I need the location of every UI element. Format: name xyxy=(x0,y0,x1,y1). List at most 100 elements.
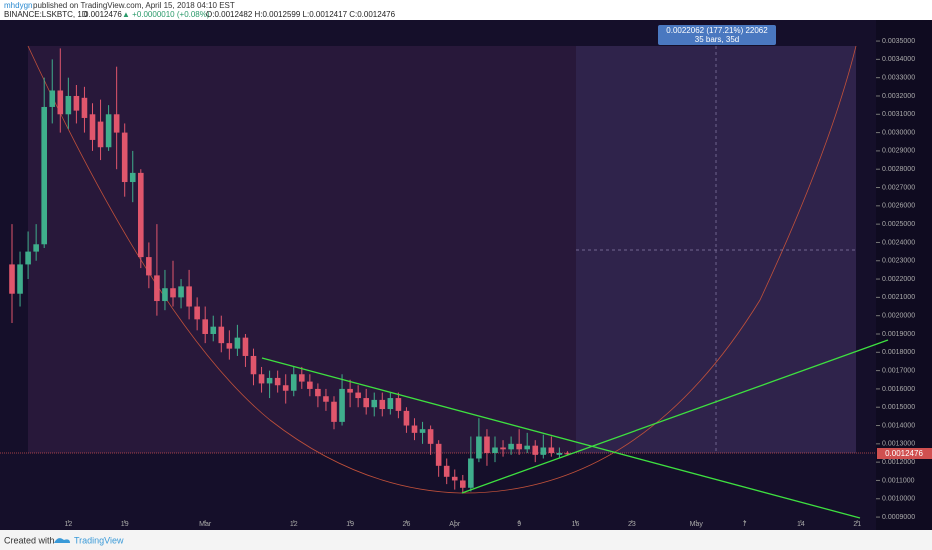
candle-body xyxy=(162,288,168,302)
y-tick-label: 0.0031000 xyxy=(882,111,915,118)
y-tick-label: 0.0027000 xyxy=(882,184,915,191)
candle-body xyxy=(113,114,120,133)
price-axis-background xyxy=(876,20,932,530)
candle-body xyxy=(17,264,23,294)
x-tick-label: 7 xyxy=(743,521,747,528)
y-tick-label: 0.0010000 xyxy=(882,496,915,503)
y-tick-label: 0.0009000 xyxy=(882,514,915,521)
candle-body xyxy=(73,95,80,111)
y-tick-label: 0.0033000 xyxy=(882,75,915,82)
y-tick-label: 0.0018000 xyxy=(882,349,915,356)
candle-body xyxy=(25,251,31,265)
candle-body xyxy=(419,429,426,433)
candle-body xyxy=(178,286,184,298)
y-tick-label: 0.0011000 xyxy=(882,477,915,484)
candle-body xyxy=(355,392,361,399)
y-tick-label: 0.0012000 xyxy=(882,459,915,466)
x-tick-label: May xyxy=(690,521,704,528)
candle-body xyxy=(564,453,571,455)
candle-body xyxy=(508,443,514,450)
tv-logo xyxy=(54,538,70,543)
candle-body xyxy=(41,106,47,245)
candle-body xyxy=(186,286,192,307)
author: mhdygn xyxy=(4,1,32,10)
y-tick-label: 0.0021000 xyxy=(882,294,915,301)
y-tick-label: 0.0013000 xyxy=(882,441,915,448)
x-tick-label: 19 xyxy=(121,521,129,528)
curve-left xyxy=(27,45,461,494)
y-tick-label: 0.0023000 xyxy=(882,258,915,265)
trendline-down xyxy=(261,357,861,519)
last-price: 0.0012476 xyxy=(84,10,122,19)
x-tick-label: 12 xyxy=(64,521,72,528)
measure-box xyxy=(658,25,776,45)
x-tick-label: 26 xyxy=(403,521,411,528)
candle-body xyxy=(307,381,313,389)
candle-body xyxy=(210,326,217,334)
y-tick-label: 0.0030000 xyxy=(882,129,915,136)
y-tick-label: 0.0017000 xyxy=(882,367,915,374)
candle-body xyxy=(57,90,64,115)
candle-body xyxy=(274,377,281,386)
candle-body xyxy=(451,476,458,481)
candle-body xyxy=(323,396,329,402)
candle-body xyxy=(81,97,88,118)
y-tick-label: 0.0024000 xyxy=(882,239,915,246)
candle-body xyxy=(492,447,498,453)
x-tick-label: Mar xyxy=(199,521,212,528)
candle-body xyxy=(49,90,56,107)
y-tick-label: 0.0019000 xyxy=(882,331,915,338)
y-tick-label: 0.0022000 xyxy=(882,276,915,283)
x-tick-label: 19 xyxy=(346,521,354,528)
x-tick-label: 23 xyxy=(628,521,636,528)
x-tick-label: Apr xyxy=(449,521,461,528)
y-tick-label: 0.0014000 xyxy=(882,422,915,429)
measure-line2: 35 bars, 35d xyxy=(695,35,739,44)
candle-body xyxy=(363,398,369,408)
y-tick-label: 0.0026000 xyxy=(882,203,915,210)
candle-body xyxy=(387,398,394,410)
measure-line1: 0.0022062 (177.21%) 22062 xyxy=(666,26,768,35)
candle-body xyxy=(379,399,386,410)
candle-body xyxy=(556,452,563,455)
x-tick-label: 12 xyxy=(290,521,298,528)
candle-body xyxy=(500,447,506,450)
y-tick-label: 0.0034000 xyxy=(882,56,915,63)
candles xyxy=(9,48,571,494)
candle-body xyxy=(234,337,241,349)
candle-body xyxy=(33,244,39,252)
x-tick-label: 16 xyxy=(572,521,580,528)
candle-body xyxy=(403,410,410,426)
y-tick-label: 0.0028000 xyxy=(882,166,915,173)
candle-body xyxy=(170,288,176,298)
candle-body xyxy=(315,388,321,397)
candle-body xyxy=(218,326,225,344)
candle-body xyxy=(516,443,522,450)
x-tick-label: 9 xyxy=(517,521,521,528)
published: published on TradingView.com, April 15, … xyxy=(33,1,235,10)
candle-body xyxy=(282,385,289,391)
candle-body xyxy=(194,306,200,320)
candle-body xyxy=(89,114,96,140)
candle-body xyxy=(9,264,15,294)
candle-body xyxy=(202,319,208,334)
shaded-region xyxy=(28,46,576,453)
y-tick-label: 0.0035000 xyxy=(882,38,915,45)
y-tick-label: 0.0020000 xyxy=(882,313,915,320)
y-tick-label: 0.0025000 xyxy=(882,221,915,228)
candle-body xyxy=(154,275,160,302)
candle-body xyxy=(468,458,474,488)
trendline-up xyxy=(461,339,889,494)
curve-right xyxy=(459,45,857,494)
candle-body xyxy=(242,337,249,356)
candle-body xyxy=(443,465,450,477)
candle-body xyxy=(258,374,265,384)
candle-body xyxy=(411,425,418,433)
change: ▲ +0.0000010 (+0.08%) xyxy=(122,10,210,19)
header-bar xyxy=(0,0,932,20)
candle-body xyxy=(250,355,257,375)
footer-created: Created with xyxy=(4,535,55,545)
price-label-box xyxy=(877,448,932,459)
